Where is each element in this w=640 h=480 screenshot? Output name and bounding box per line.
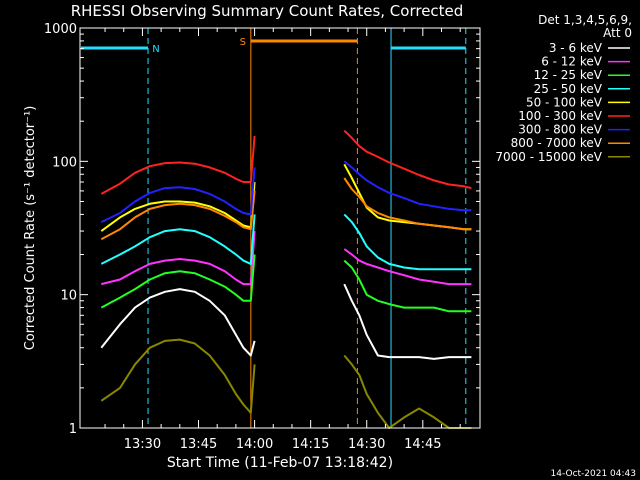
- y-axis-label: Corrected Count Rate (s⁻¹ detector⁻¹): [23, 106, 38, 351]
- legend-label: 6 - 12 keV: [541, 55, 603, 69]
- x-tick-label: 14:15: [292, 437, 329, 452]
- axes-layer: 1 10 100 1000 13:30 13:45 14:00 14:15 14:30 14:45: [44, 22, 480, 452]
- legend-label: 800 - 7000 keV: [511, 136, 603, 150]
- legend-header-line-1: Det 1,3,4,5,6,9,: [538, 13, 632, 27]
- series-line: [343, 213, 472, 271]
- x-tick-label: 13:30: [124, 437, 161, 452]
- series-line: [100, 288, 256, 357]
- y-tick-label: 1000: [44, 22, 77, 37]
- legend-label: 12 - 25 keV: [534, 68, 603, 82]
- legend-header-line-2: Att 0: [603, 26, 632, 40]
- series-line: [100, 254, 256, 309]
- legend-label: 300 - 800 keV: [518, 123, 602, 137]
- series-line: [100, 338, 256, 414]
- chart-title: RHESSI Observing Summary Count Rates, Co…: [71, 2, 464, 20]
- series-line: [343, 259, 472, 313]
- y-tick-label: 1: [69, 422, 77, 437]
- y-tick-label: 100: [52, 155, 77, 170]
- series-line: [343, 177, 472, 231]
- legend-label: 3 - 6 keV: [549, 41, 603, 55]
- series-line: [343, 129, 472, 190]
- series-line: [100, 181, 256, 232]
- series-line: [343, 283, 472, 360]
- x-tick-label: 14:00: [236, 437, 273, 452]
- legend-label: 50 - 100 keV: [526, 95, 603, 109]
- x-tick-label: 14:45: [404, 437, 441, 452]
- plot-frame: [79, 27, 481, 429]
- series-line: [100, 135, 256, 195]
- annotation-layer: NS: [81, 28, 467, 428]
- legend-label: 7000 - 15000 keV: [495, 150, 602, 164]
- annotation-letter: N: [152, 44, 159, 55]
- series-line: [100, 167, 256, 223]
- series-line: [100, 214, 256, 265]
- x-axis-label: Start Time (11-Feb-07 13:18:42): [167, 455, 393, 471]
- footer-timestamp: 14-Oct-2021 04:43: [551, 469, 636, 479]
- legend-label: 25 - 50 keV: [534, 82, 603, 96]
- series-line: [100, 190, 256, 241]
- legend-label: 100 - 300 keV: [518, 109, 602, 123]
- series-line: [343, 160, 472, 212]
- series-line: [343, 248, 472, 286]
- annotation-letter: S: [240, 37, 246, 48]
- series-line: [101, 231, 256, 286]
- x-tick-label: 13:45: [180, 437, 217, 452]
- y-tick-label: 10: [60, 289, 77, 304]
- x-tick-label: 14:30: [348, 437, 385, 452]
